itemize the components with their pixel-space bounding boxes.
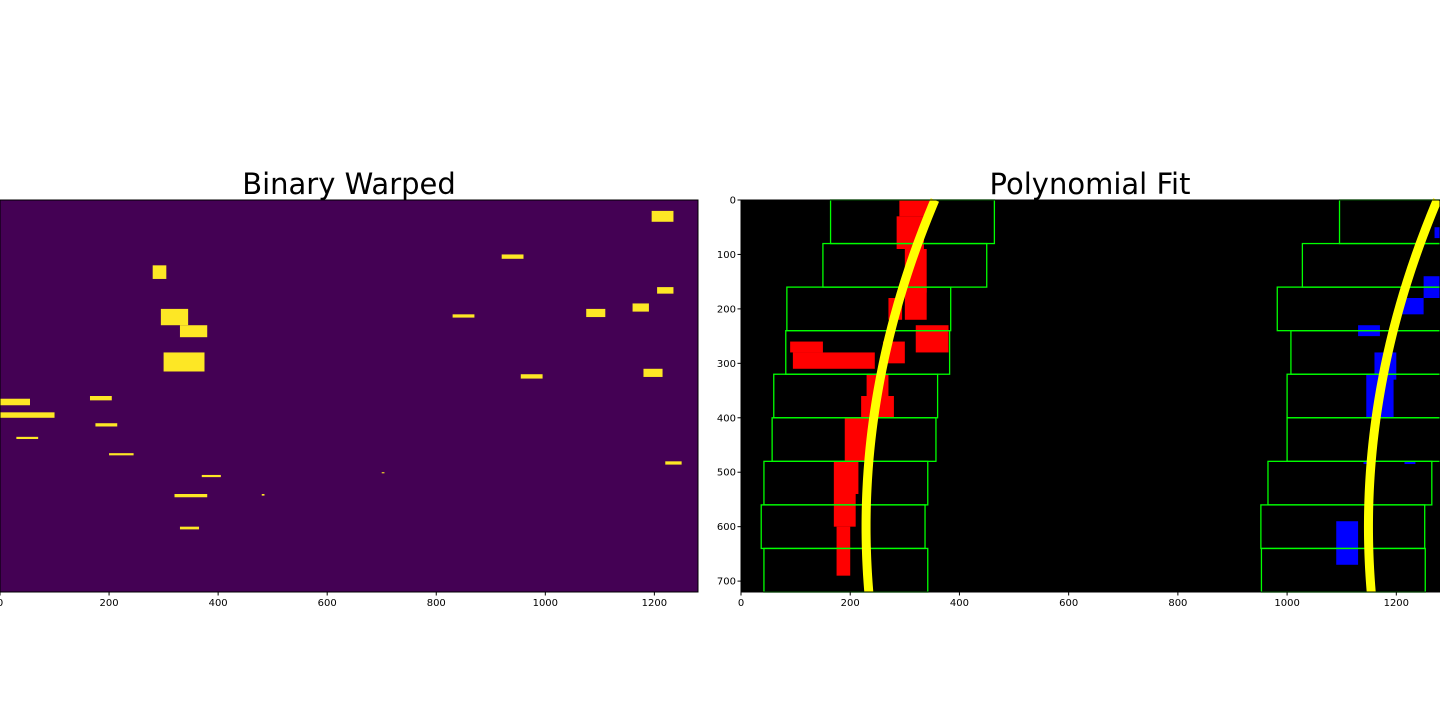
polynomial-fit-x-tick-label: 400 <box>950 598 969 609</box>
lane-pixel-blob <box>174 494 208 498</box>
lane-pixel-blob <box>586 308 606 318</box>
binary-warped-x-tick-label: 0 <box>0 598 3 609</box>
lane-pixel-blob <box>520 374 543 379</box>
right-lane-pixel <box>1363 461 1370 465</box>
lane-pixel-blob <box>665 461 682 465</box>
lane-pixel-blob <box>179 325 208 338</box>
lane-pixel-blob <box>160 308 189 326</box>
lane-pixel-blob <box>643 368 663 377</box>
polynomial-fit-y-tick-label: 700 <box>717 577 736 588</box>
right-fit-line <box>1363 198 1440 593</box>
binary-warped-background <box>0 200 698 592</box>
left-lane-pixel <box>833 494 856 527</box>
lane-pixel-blob <box>109 453 134 456</box>
left-lane-pixel <box>792 352 875 369</box>
right-lane-pixel <box>1404 461 1416 465</box>
polynomial-fit-y-tick-label: 100 <box>717 250 736 261</box>
binary-warped-x-tick-label: 200 <box>100 598 119 609</box>
polynomial-fit-y-axis: 0 100 200 300 400 500 600 700 <box>717 196 741 588</box>
binary-warped-x-tick-label: 1000 <box>533 598 558 609</box>
left-lane-pixel <box>833 461 859 494</box>
lane-pixel-blob <box>0 398 30 406</box>
lane-pixel-blob <box>261 494 265 496</box>
polynomial-fit-x-tick-label: 600 <box>1059 598 1078 609</box>
binary-warped-frame <box>0 199 699 593</box>
polynomial-fit-lines <box>861 198 1440 593</box>
lane-pixel-blob <box>452 314 475 318</box>
lane-pixel-blob <box>632 303 649 312</box>
lane-pixel-blob <box>657 287 674 294</box>
lane-pixel-blob <box>89 396 112 401</box>
polynomial-fit-frame <box>740 199 1440 593</box>
left-lane-pixel <box>790 341 823 353</box>
lane-pixel-blob <box>152 265 167 279</box>
polynomial-fit-y-tick-label: 0 <box>730 196 736 207</box>
left-lane-pixel <box>904 287 927 320</box>
polynomial-fit-y-tick-label: 300 <box>717 359 736 370</box>
left-lane-pixel <box>899 200 930 217</box>
chart-title-binary-warped: Binary Warped <box>242 167 456 201</box>
lane-pixel-blob <box>381 472 385 474</box>
polynomial-fit-y-tick-label: 400 <box>717 413 736 424</box>
lane-pixel-blob <box>0 412 55 418</box>
panel-binary-warped: Binary Warped 0 200 400 600 800 1000 1200 <box>0 167 699 609</box>
lane-pixel-blob <box>16 436 39 440</box>
binary-warped-x-tick-label: 600 <box>318 598 337 609</box>
binary-warped-x-axis: 0 200 400 600 800 1000 1200 <box>0 592 667 609</box>
polynomial-fit-x-tick-label: 0 <box>738 598 744 609</box>
polynomial-fit-x-tick-label: 1200 <box>1384 598 1409 609</box>
polynomial-fit-y-tick-label: 500 <box>717 468 736 479</box>
binary-warped-x-tick-label: 800 <box>427 598 446 609</box>
polynomial-fit-x-tick-label: 200 <box>841 598 860 609</box>
lane-pixel-blob <box>95 423 118 427</box>
lane-pixel-blob <box>501 254 524 259</box>
polynomial-fit-x-tick-label: 1000 <box>1274 598 1299 609</box>
left-lane-pixel <box>836 526 851 576</box>
binary-warped-x-tick-label: 1200 <box>642 598 667 609</box>
right-lane-pixel <box>1336 521 1359 565</box>
lane-pixel-blob <box>163 352 205 372</box>
polynomial-fit-y-tick-label: 600 <box>717 522 736 533</box>
lane-pixel-blob <box>201 474 221 478</box>
binary-warped-x-tick-label: 400 <box>209 598 228 609</box>
lane-pixel-blob <box>651 210 674 222</box>
polynomial-fit-y-tick-label: 200 <box>717 304 736 315</box>
left-fit-line <box>861 198 940 593</box>
polynomial-fit-background <box>741 200 1440 592</box>
right-lane-pixel <box>1434 227 1440 239</box>
lane-pixel-blob <box>179 526 200 530</box>
chart-title-polynomial-fit: Polynomial Fit <box>990 167 1191 201</box>
polynomial-fit-x-tick-label: 800 <box>1168 598 1187 609</box>
left-lane-pixel <box>915 325 949 353</box>
panel-polynomial-fit: Polynomial Fit 0 200 400 600 800 1000 1200 0 10… <box>717 167 1440 609</box>
right-lane-pixel <box>1401 298 1424 315</box>
polynomial-fit-x-axis: 0 200 400 600 800 1000 1200 <box>738 592 1409 609</box>
binary-warped-image <box>0 200 698 592</box>
